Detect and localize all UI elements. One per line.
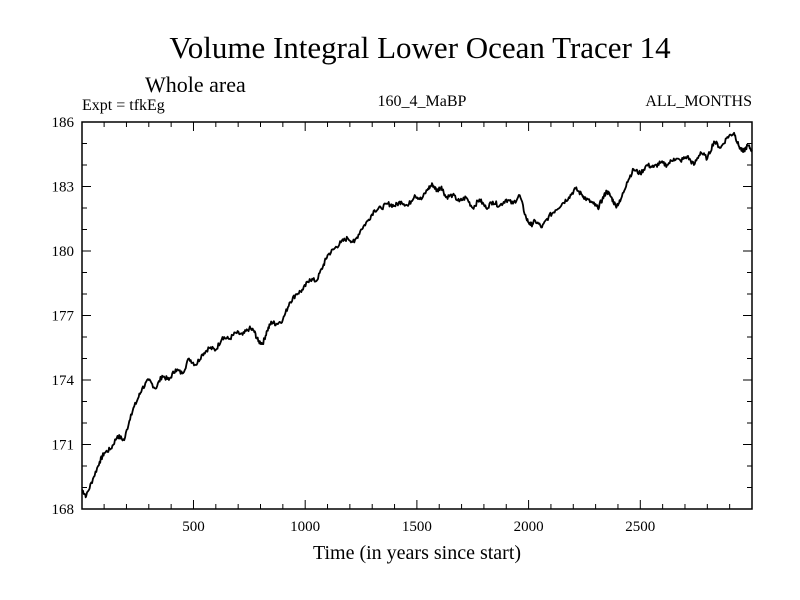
chart-subtitle: Whole area (145, 72, 246, 97)
series-line (81, 131, 753, 499)
x-axis-label: Time (in years since start) (313, 542, 521, 564)
x-tick-label: 2500 (625, 519, 655, 535)
y-tick-label: 177 (52, 309, 75, 325)
y-axis: 168 171 174 177 180 183 186 (52, 115, 752, 518)
x-tick-label: 1500 (402, 519, 432, 535)
y-tick-label: 186 (52, 115, 75, 131)
experiment-label: Expt = tfkEg (82, 97, 165, 114)
x-tick-label: 2000 (514, 519, 544, 535)
chart-title: Volume Integral Lower Ocean Tracer 14 (169, 30, 671, 65)
y-tick-label: 180 (52, 244, 75, 260)
y-tick-label: 171 (52, 438, 75, 454)
y-tick-label: 183 (52, 180, 75, 196)
series-layer (81, 131, 753, 499)
x-tick-label: 500 (182, 519, 205, 535)
y-tick-label: 168 (52, 502, 75, 518)
months-label: ALL_MONTHS (645, 93, 752, 110)
y-tick-label: 174 (52, 373, 75, 389)
x-axis: 500 1000 1500 2000 2500 (103, 122, 731, 535)
run-label: 160_4_MaBP (378, 93, 467, 110)
x-tick-label: 1000 (290, 519, 320, 535)
